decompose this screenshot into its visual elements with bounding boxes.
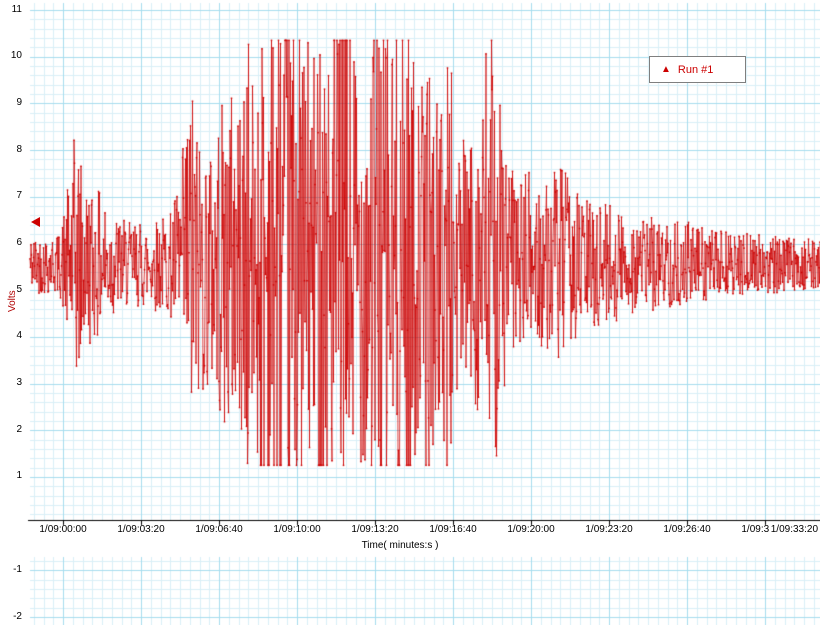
y-tick-label: 7: [16, 190, 22, 201]
x-tick-label: 1/09:26:40: [663, 524, 711, 535]
y-tick-label: 11: [11, 4, 22, 15]
y-tick-label: 5: [16, 284, 22, 295]
triangle-up-icon: ▲: [661, 63, 671, 75]
y-tick-label: -1: [13, 564, 22, 575]
x-axis-title: Time( minutes:s ): [361, 540, 439, 551]
legend[interactable]: ▲ Run #1: [649, 56, 746, 83]
legend-label: Run #1: [677, 63, 714, 76]
y-axis-title: Volts: [7, 290, 18, 312]
y-tick-label: 1: [16, 470, 22, 481]
y-tick-label: 2: [16, 424, 22, 435]
x-tick-label: 1/09:00:00: [39, 524, 87, 535]
x-tick-label: 1/09:30:00: [741, 524, 789, 535]
x-tick-label: 1/09:16:40: [429, 524, 477, 535]
y-tick-label: -2: [13, 611, 22, 622]
x-tick-label: 1/09:23:20: [585, 524, 633, 535]
x-tick-label: 1/09:13:20: [351, 524, 399, 535]
x-tick-label: 1/09:06:40: [195, 524, 243, 535]
x-tick-label: 1/09:20:00: [507, 524, 555, 535]
x-tick-label-last: 1/09:33:20: [768, 524, 818, 535]
y-tick-label: 9: [16, 97, 22, 108]
cursor-triangle-left-icon[interactable]: [31, 217, 40, 228]
y-tick-label: 6: [16, 237, 22, 248]
y-tick-label: 10: [10, 50, 22, 61]
x-tick-label: 1/09:03:20: [117, 524, 165, 535]
y-tick-label: 3: [16, 377, 22, 388]
y-tick-label: 4: [16, 330, 22, 341]
x-tick-label: 1/09:10:00: [273, 524, 321, 535]
y-tick-label: 8: [16, 144, 22, 155]
